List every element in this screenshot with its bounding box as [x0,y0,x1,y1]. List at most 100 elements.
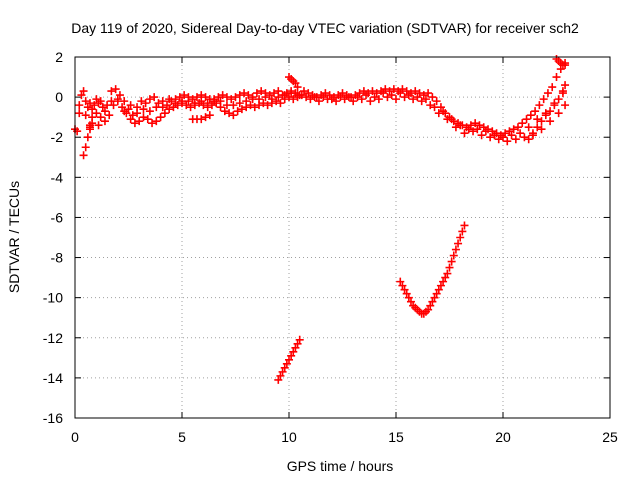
data-point [561,61,570,70]
data-point [186,103,195,112]
data-point [293,83,302,92]
data-point [439,107,448,116]
data-point [165,105,174,114]
data-point [85,125,94,134]
data-point [520,133,529,142]
data-point [503,137,512,146]
data-point [107,87,116,96]
data-point [302,93,311,102]
series-isolated-segments [85,55,570,144]
data-point [280,363,289,372]
data-point [124,105,133,114]
data-point [456,233,465,242]
data-point [447,115,456,124]
data-point [362,91,371,100]
data-point [96,113,105,122]
data-point [175,93,184,102]
data-point [285,93,293,102]
data-point [522,115,531,124]
data-point [501,129,510,138]
data-point [276,99,285,108]
data-point [466,121,475,130]
data-point [310,93,319,102]
x-tick-label: 15 [388,429,404,445]
data-point [250,103,259,112]
data-point [379,89,388,98]
data-point [406,297,415,306]
x-tick-label: 25 [602,429,618,445]
data-point [274,93,283,102]
data-point [197,97,206,106]
data-point [255,95,264,104]
data-point [235,99,244,108]
data-point [325,91,334,100]
data-point [252,89,261,98]
data-point [319,93,328,102]
data-point [289,347,298,356]
data-point [460,221,469,230]
data-point [73,127,82,136]
data-point [287,351,296,360]
data-point [436,281,445,290]
data-point [148,119,157,128]
data-point [404,293,413,302]
data-point [190,99,199,108]
data-point [419,91,428,100]
data-point [244,91,253,100]
data-point [158,97,167,106]
data-point [225,109,234,118]
data-point [291,343,300,352]
data-point [336,93,345,102]
data-point [280,91,289,100]
data-point [267,95,276,104]
data-point [282,359,291,368]
data-point [409,95,418,104]
data-point [430,103,439,112]
data-point [428,93,437,102]
data-point [404,91,413,100]
data-point [92,95,101,104]
y-tick-label: -6 [51,209,64,225]
y-tick-label: -2 [51,129,64,145]
data-point [291,79,300,88]
data-point [441,273,450,282]
data-point [150,93,159,102]
data-point [424,305,433,314]
data-point [349,97,358,106]
data-point [389,85,398,94]
data-point [396,277,405,286]
data-point [415,89,424,98]
data-point [533,115,542,124]
data-point [163,101,172,110]
data-point [449,251,458,260]
data-point [79,87,88,96]
data-point [451,245,460,254]
data-point [139,113,148,122]
data-point [499,133,507,142]
data-point [257,87,266,96]
data-point [100,107,109,116]
x-tick-label: 20 [495,429,511,445]
data-point [481,127,490,136]
data-point [83,103,92,112]
data-point [90,101,99,110]
data-point [338,89,347,98]
data-point [505,127,514,136]
data-point [289,95,298,104]
data-point [120,107,129,116]
data-point [107,97,116,106]
data-point [81,143,90,152]
series-excursion-9-11h [274,335,304,384]
data-point [79,151,88,160]
data-point [524,135,533,144]
data-point [543,89,552,98]
data-point [439,277,448,286]
data-point [199,101,208,110]
data-point [229,101,238,110]
data-point [306,95,315,104]
data-point [546,107,555,116]
data-points [71,55,570,384]
data-point [539,95,548,104]
